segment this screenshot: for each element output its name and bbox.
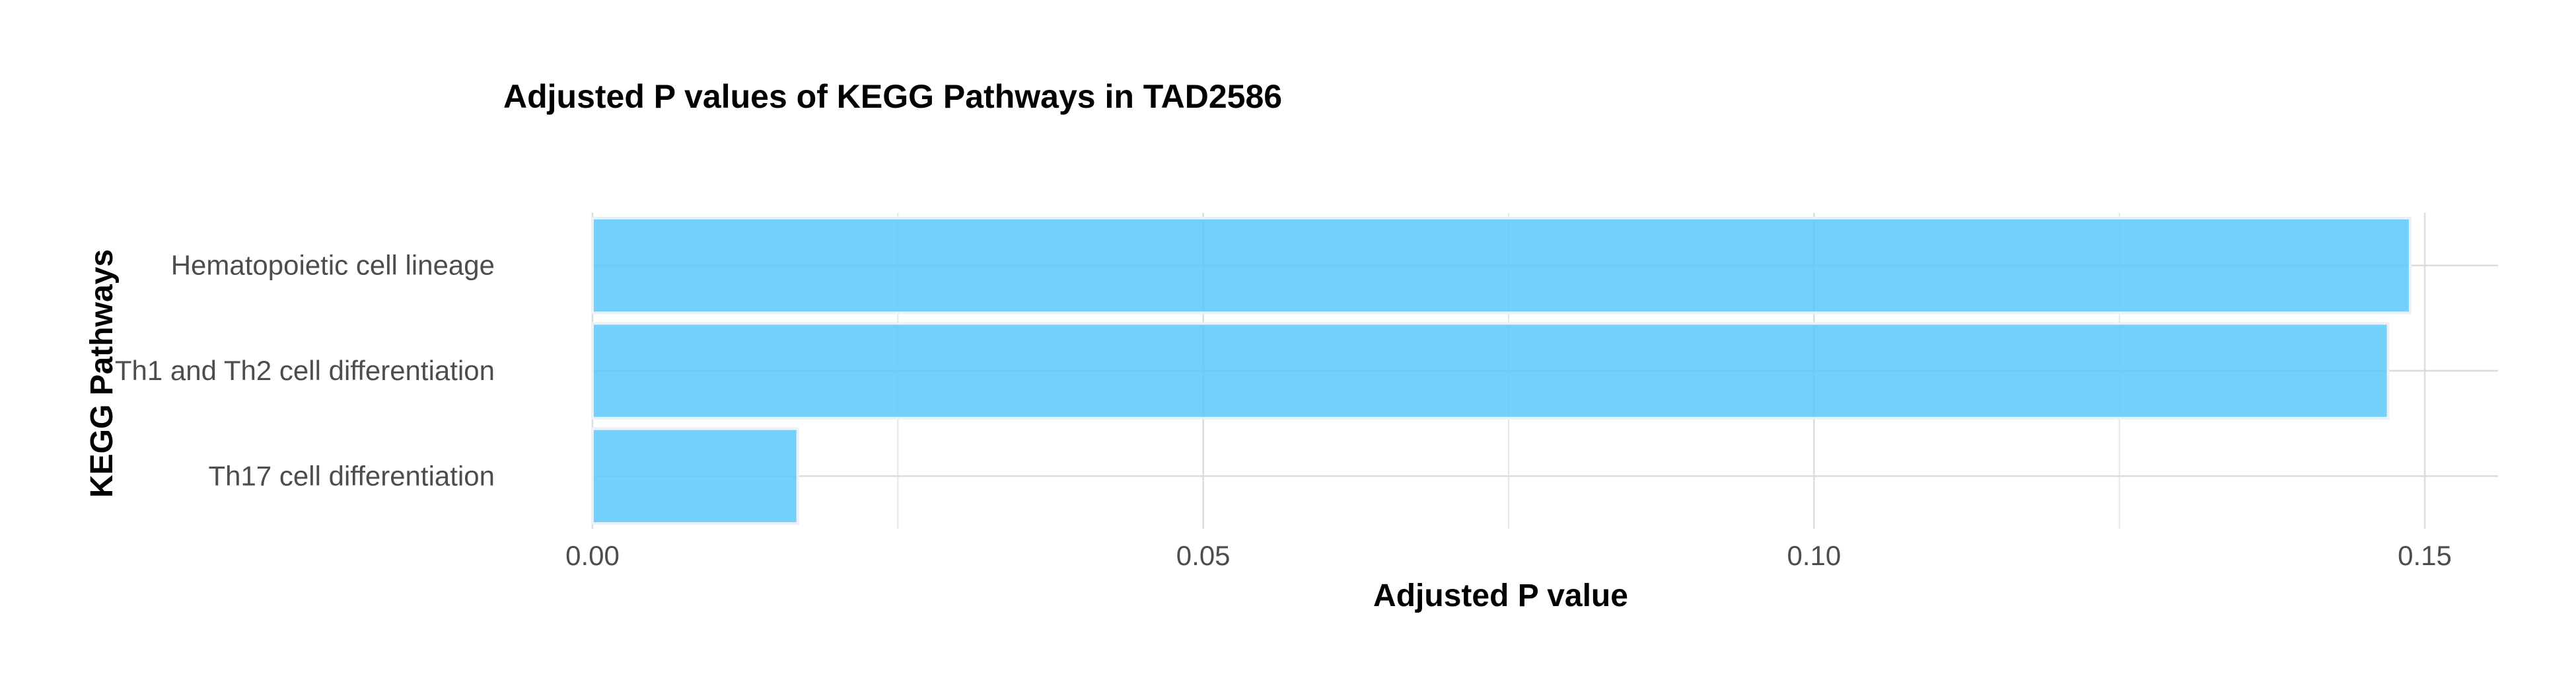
- chart-title: Adjusted P values of KEGG Pathways in TA…: [503, 78, 1282, 115]
- y-tick-label: Th17 cell differentiation: [209, 460, 495, 491]
- x-axis-title: Adjusted P value: [1373, 578, 1628, 613]
- bars: [591, 216, 2412, 525]
- bar-3: [591, 427, 799, 525]
- bar-2: [591, 322, 2390, 420]
- x-tick-label: 0.15: [2398, 540, 2452, 571]
- x-tick-label: 0.10: [1787, 540, 1841, 571]
- x-tick-label: 0.05: [1176, 540, 1231, 571]
- x-tick-label: 0.00: [565, 540, 620, 571]
- x-axis-tick-labels: 0.00 0.05 0.10 0.15: [565, 540, 2452, 571]
- y-axis-tick-labels: Hematopoietic cell lineage Th1 and Th2 ce…: [115, 250, 495, 492]
- bar-1: [591, 216, 2412, 315]
- y-tick-label: Th1 and Th2 cell differentiation: [115, 355, 495, 386]
- y-axis-title: KEGG Pathways: [85, 249, 120, 498]
- y-tick-label: Hematopoietic cell lineage: [171, 250, 495, 281]
